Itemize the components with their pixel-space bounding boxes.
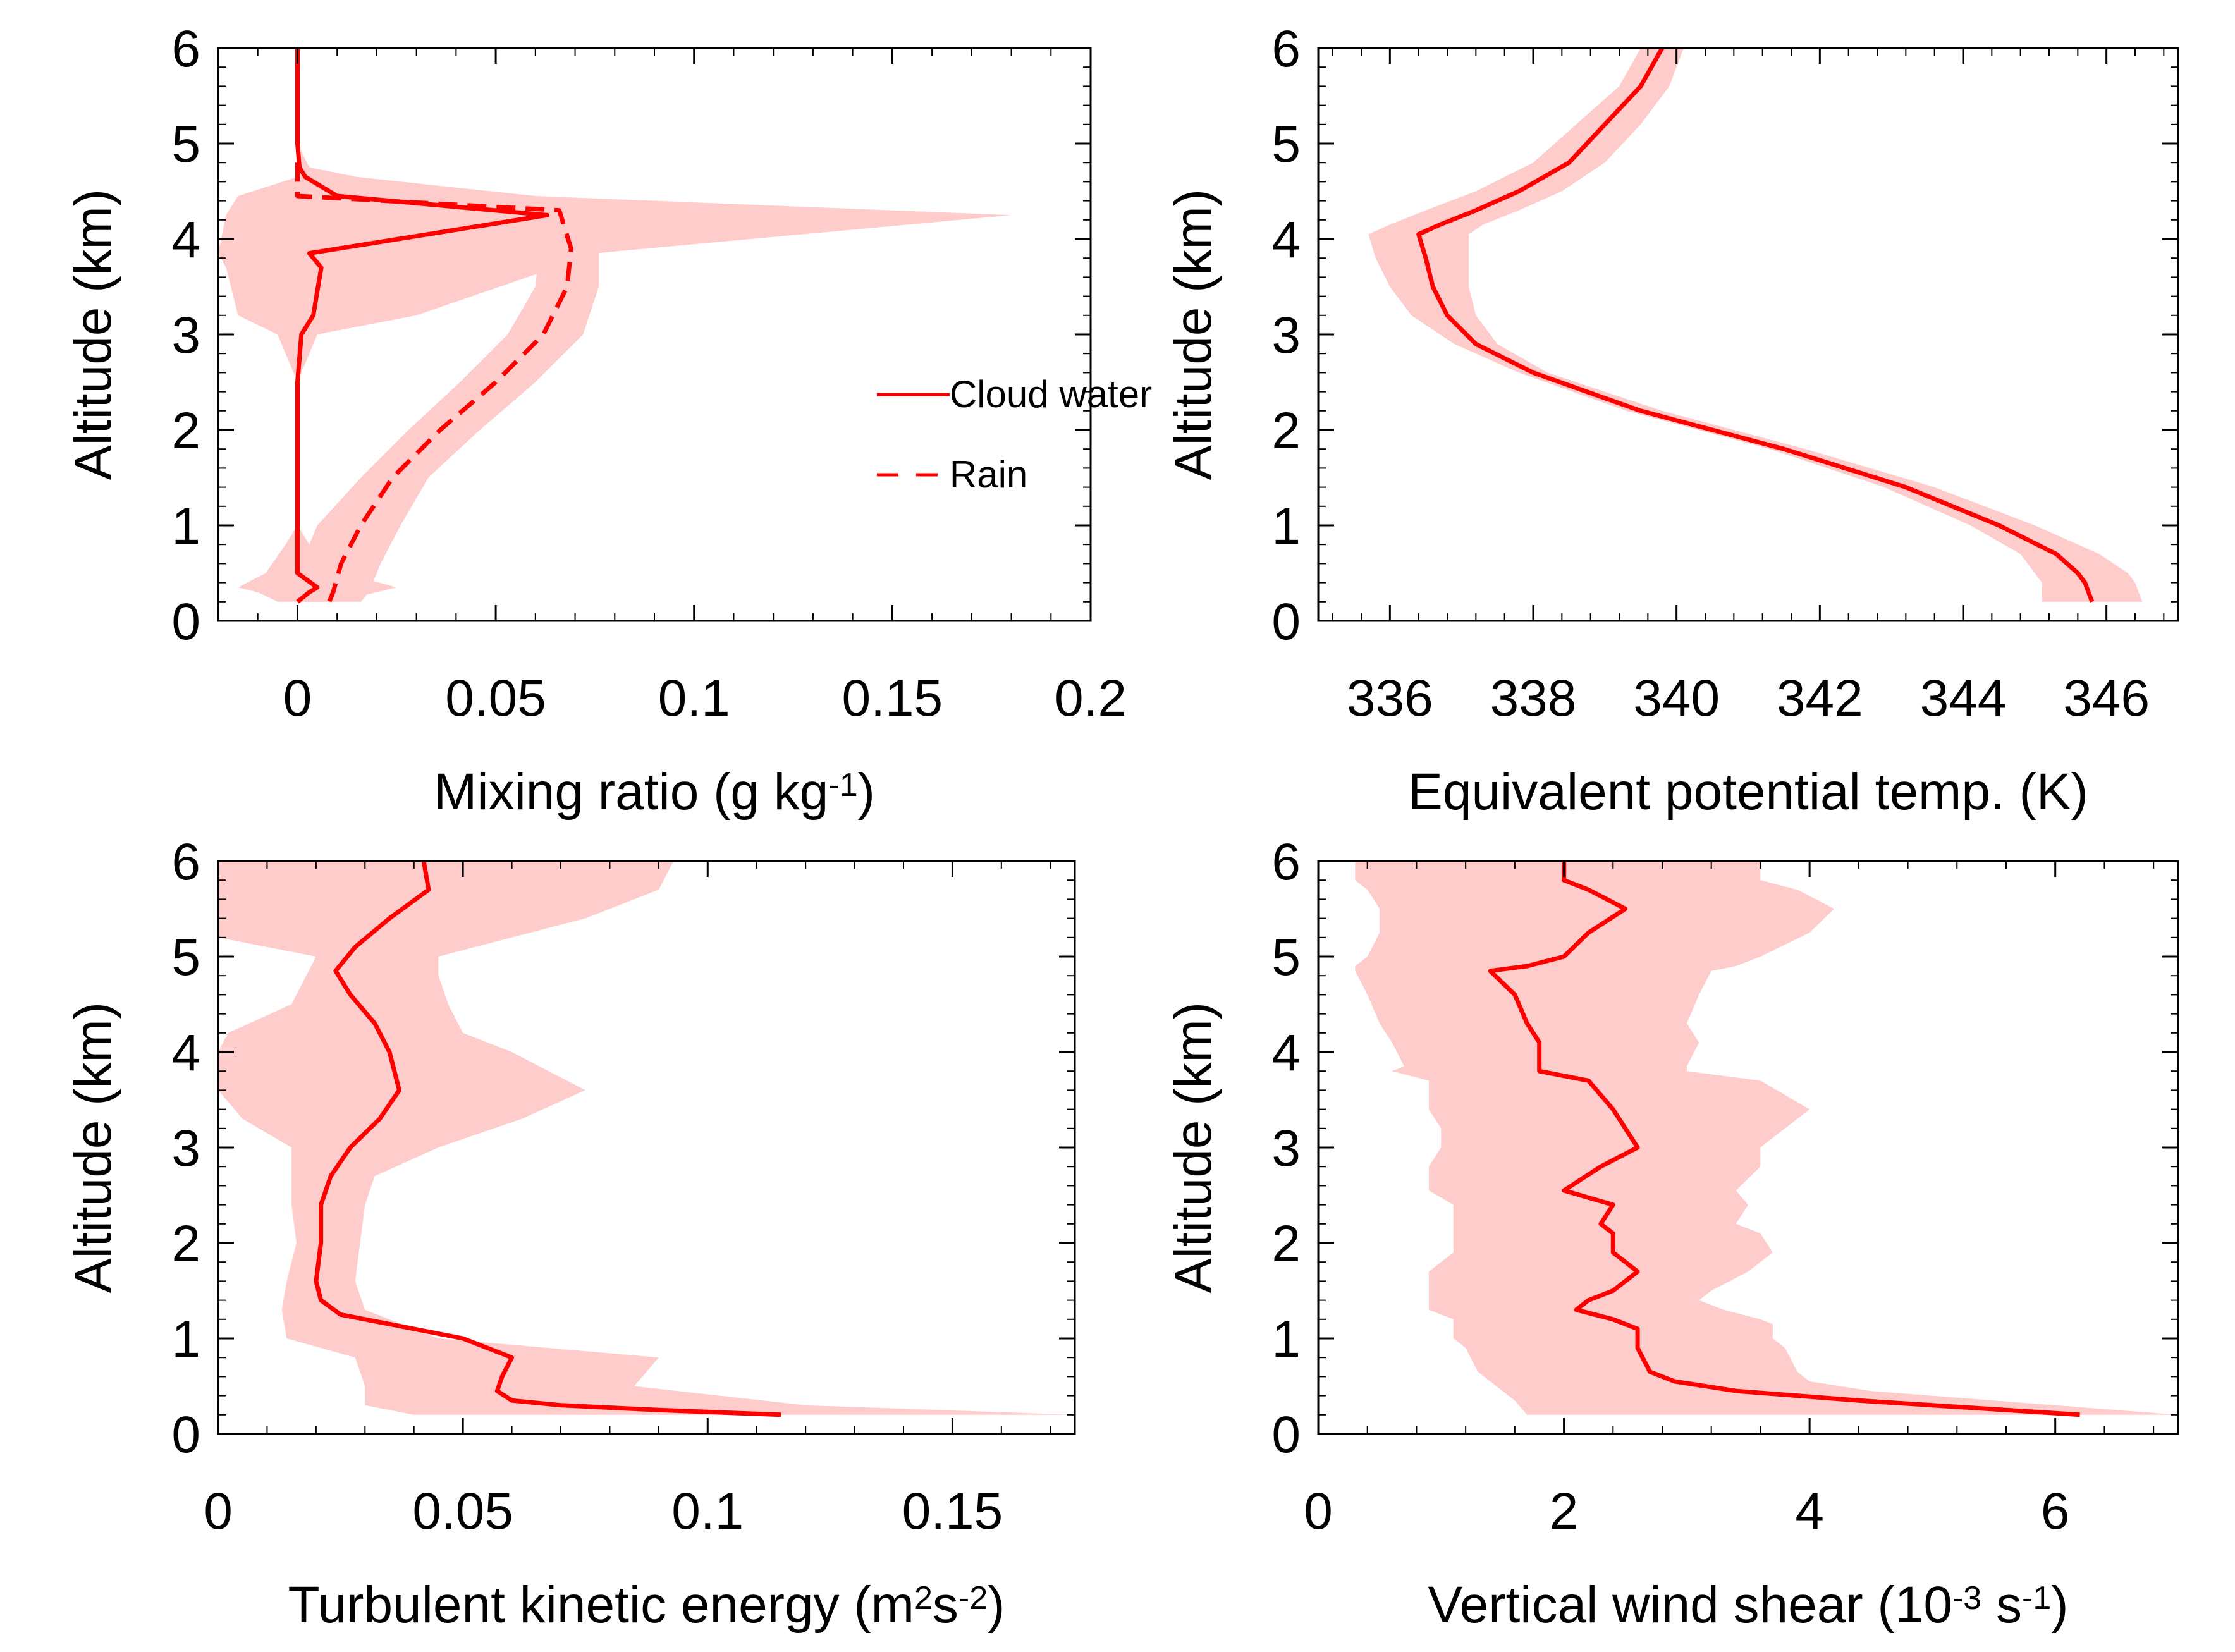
y-tick-label: 4 <box>171 1024 200 1082</box>
y-tick-label: 2 <box>1271 402 1301 460</box>
y-tick-label: 0 <box>1271 593 1301 651</box>
y-tick-label: 1 <box>1271 498 1301 555</box>
x-tick-label: 0 <box>204 1483 233 1540</box>
x-axis-title: Mixing ratio (g kg-1) <box>434 763 875 821</box>
x-tick-label: 0.2 <box>1055 670 1127 727</box>
x-axis-title-text: ) <box>858 763 875 821</box>
legend-label: Cloud water <box>950 373 1152 415</box>
x-tick-label: 0.1 <box>671 1483 744 1540</box>
panel-mixing-ratio: 0 0.05 0.1 0.15 0.2 0 1 2 3 4 5 6 Altitude (km) Mixin… <box>64 20 1152 821</box>
x-axis-title-superscript: -3 <box>1952 1580 1981 1617</box>
y-tick-label: 3 <box>171 307 200 364</box>
y-tick-label: 3 <box>171 1120 200 1177</box>
x-axis-title-text: Mixing ratio (g kg <box>434 763 828 821</box>
x-axis-title-text: Vertical wind shear (10 <box>1428 1576 1952 1634</box>
y-tick-label: 2 <box>171 402 200 460</box>
y-tick-label: 0 <box>171 593 200 651</box>
y-tick-label: 6 <box>171 833 200 891</box>
y-tick-label: 4 <box>1271 211 1301 269</box>
x-tick-label: 4 <box>1795 1483 1824 1540</box>
y-tick-label: 1 <box>171 1311 200 1368</box>
x-tick-label: 0.1 <box>658 670 730 727</box>
uncertainty-band <box>1355 861 2178 1415</box>
x-tick-label: 338 <box>1490 670 1577 727</box>
y-axis-title: Altitude (km) <box>1165 1002 1222 1293</box>
y-axis-title: Altitude (km) <box>64 1002 122 1293</box>
x-tick-label: 336 <box>1347 670 1433 727</box>
uncertainty-band <box>218 48 1012 602</box>
y-tick-label: 5 <box>171 116 200 173</box>
y-tick-label: 3 <box>1271 1120 1301 1177</box>
y-tick-label: 1 <box>1271 1311 1301 1368</box>
y-tick-label: 2 <box>1271 1215 1301 1273</box>
y-tick-label: 4 <box>1271 1024 1301 1082</box>
x-axis-title: Equivalent potential temp. (K) <box>1408 763 2088 821</box>
x-axis-title-text: ) <box>2051 1576 2068 1634</box>
x-tick-label: 344 <box>1920 670 2007 727</box>
x-axis-title-text: ) <box>988 1576 1005 1634</box>
x-axis-title-text: Equivalent potential temp. (K) <box>1408 763 2088 821</box>
x-axis-title-text: s <box>1981 1576 2022 1634</box>
series-line <box>1488 861 2080 1417</box>
y-tick-label: 3 <box>1271 307 1301 364</box>
y-tick-label: 5 <box>1271 929 1301 986</box>
x-axis-title-superscript: 2 <box>914 1580 933 1617</box>
y-axis-title: Altitude (km) <box>64 189 122 480</box>
y-tick-label: 5 <box>1271 116 1301 173</box>
x-tick-label: 0.15 <box>902 1483 1003 1540</box>
x-tick-label: 2 <box>1550 1483 1579 1540</box>
y-tick-label: 4 <box>171 211 200 269</box>
legend-label: Rain <box>950 453 1027 496</box>
x-tick-label: 0.05 <box>412 1483 513 1540</box>
y-axis-title: Altitude (km) <box>1165 189 1222 480</box>
y-tick-label: 0 <box>171 1406 200 1464</box>
y-tick-label: 0 <box>1271 1406 1301 1464</box>
y-tick-label: 1 <box>171 498 200 555</box>
x-tick-label: 6 <box>2041 1483 2070 1540</box>
panel-equivalent-potential-temp: 336 338 340 342 344 346 0 1 2 3 4 5 6 Altitude (km) Eq… <box>1165 20 2179 821</box>
y-tick-label: 6 <box>1271 833 1301 891</box>
y-tick-label: 6 <box>171 20 200 78</box>
uncertainty-band <box>1368 48 2143 602</box>
x-axis-title-text: s <box>933 1576 958 1634</box>
series-line <box>314 860 781 1417</box>
x-axis-title: Turbulent kinetic energy (m2s-2) <box>288 1576 1005 1634</box>
uncertainty-band <box>297 162 599 602</box>
series-line <box>1416 47 2095 603</box>
x-axis-title-text: Turbulent kinetic energy (m <box>288 1576 915 1634</box>
panel-turbulent-kinetic-energy: 0 0.05 0.1 0.15 0 1 2 3 4 5 6 Altitude (km) Turbulen… <box>64 833 1076 1634</box>
x-axis-title-superscript: -1 <box>828 767 857 804</box>
y-tick-label: 5 <box>171 929 200 986</box>
x-tick-label: 346 <box>2063 670 2150 727</box>
x-tick-label: 0 <box>1304 1483 1333 1540</box>
series-line <box>295 162 573 603</box>
y-tick-label: 6 <box>1271 20 1301 78</box>
x-axis-title-superscript: -1 <box>2022 1580 2051 1617</box>
x-tick-label: 340 <box>1633 670 1720 727</box>
series-line <box>295 48 550 604</box>
x-tick-label: 0.05 <box>445 670 546 727</box>
x-axis-title: Vertical wind shear (10-3 s-1) <box>1428 1576 2068 1634</box>
uncertainty-band <box>218 861 1075 1415</box>
x-axis-title-superscript: -2 <box>958 1580 988 1617</box>
panel-vertical-wind-shear: 0 2 4 6 0 1 2 3 4 5 6 Altitude (km) Vertical wind sh… <box>1165 833 2179 1634</box>
x-tick-label: 0 <box>283 670 312 727</box>
y-tick-label: 2 <box>171 1215 200 1273</box>
x-tick-label: 342 <box>1777 670 1863 727</box>
x-tick-label: 0.15 <box>842 670 943 727</box>
